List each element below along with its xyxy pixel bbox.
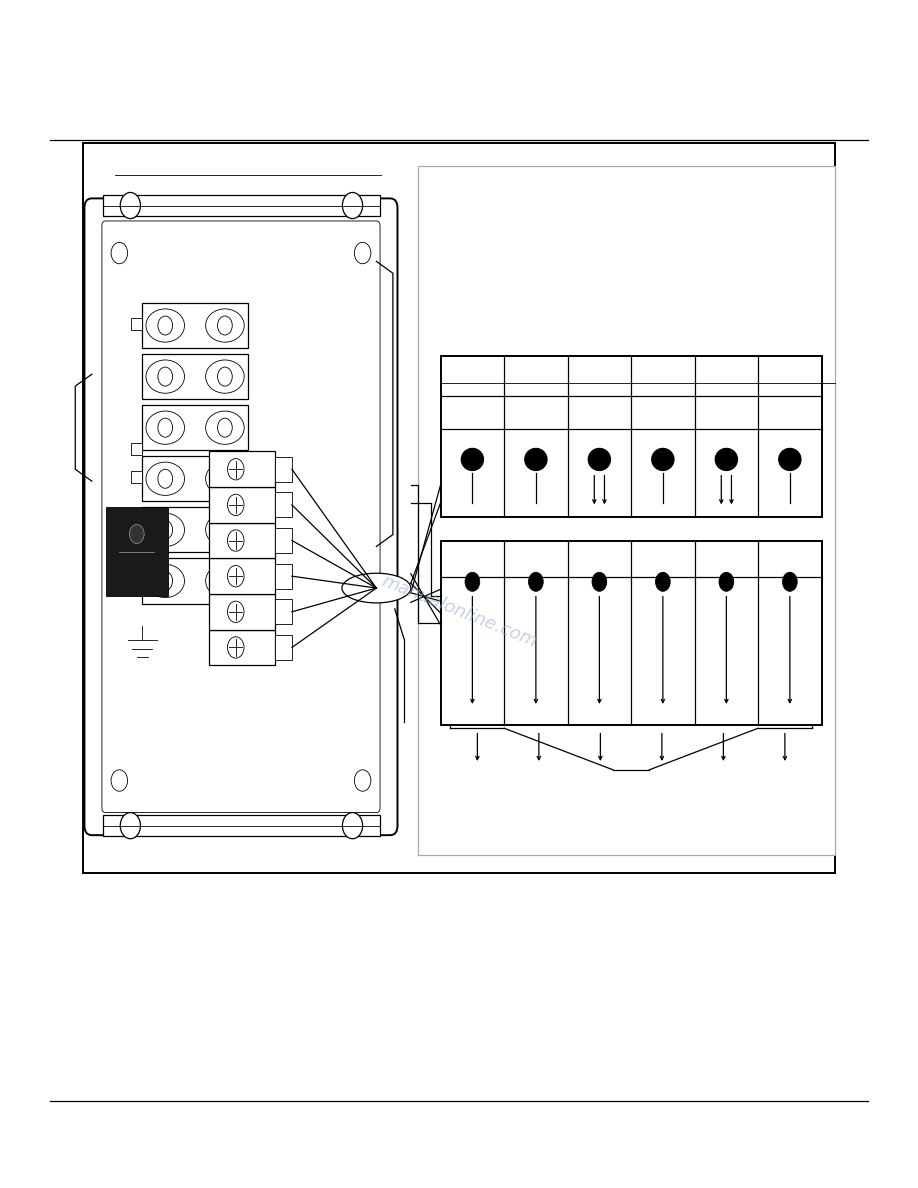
Circle shape	[592, 573, 607, 592]
Bar	[441, 356, 822, 517]
Bar	[131, 472, 142, 484]
Bar	[275, 599, 292, 625]
Circle shape	[158, 316, 173, 335]
Ellipse shape	[206, 564, 244, 598]
Circle shape	[342, 192, 363, 219]
FancyBboxPatch shape	[84, 198, 397, 835]
Circle shape	[218, 571, 232, 590]
Bar	[142, 405, 248, 450]
Bar	[275, 564, 292, 589]
Bar	[142, 456, 248, 501]
Circle shape	[354, 770, 371, 791]
FancyBboxPatch shape	[102, 221, 380, 813]
Circle shape	[529, 573, 543, 592]
Ellipse shape	[525, 448, 547, 470]
Circle shape	[354, 242, 371, 264]
Bar	[441, 541, 822, 725]
Bar	[209, 523, 275, 558]
Circle shape	[228, 459, 244, 480]
Circle shape	[342, 813, 363, 839]
Bar	[209, 451, 275, 487]
Bar	[131, 318, 142, 330]
Ellipse shape	[206, 513, 244, 546]
Bar	[275, 527, 292, 554]
Circle shape	[228, 601, 244, 623]
Circle shape	[228, 565, 244, 587]
Bar	[83, 143, 835, 873]
Ellipse shape	[146, 309, 185, 342]
Ellipse shape	[652, 448, 674, 470]
Bar	[275, 634, 292, 661]
Circle shape	[655, 573, 670, 592]
Circle shape	[158, 469, 173, 488]
Circle shape	[111, 242, 128, 264]
Circle shape	[782, 573, 797, 592]
Circle shape	[129, 525, 144, 544]
Ellipse shape	[146, 360, 185, 393]
Circle shape	[218, 418, 232, 437]
Circle shape	[218, 367, 232, 386]
Circle shape	[218, 520, 232, 539]
Bar	[209, 487, 275, 523]
Bar	[418, 166, 835, 855]
Ellipse shape	[341, 573, 411, 604]
Circle shape	[158, 418, 173, 437]
Circle shape	[228, 530, 244, 551]
Bar	[103, 815, 380, 836]
Bar	[209, 558, 275, 594]
Bar	[142, 558, 248, 604]
Circle shape	[158, 520, 173, 539]
Bar	[142, 354, 248, 399]
Circle shape	[120, 813, 140, 839]
Circle shape	[111, 770, 128, 791]
Circle shape	[158, 367, 173, 386]
Ellipse shape	[206, 309, 244, 342]
Ellipse shape	[715, 448, 737, 470]
Circle shape	[465, 573, 480, 592]
Circle shape	[228, 637, 244, 658]
Ellipse shape	[206, 411, 244, 444]
Ellipse shape	[206, 360, 244, 393]
Circle shape	[228, 494, 244, 516]
Ellipse shape	[778, 448, 801, 470]
Text: manualonline.com: manualonline.com	[378, 573, 540, 651]
Ellipse shape	[146, 462, 185, 495]
Circle shape	[218, 316, 232, 335]
Bar	[275, 493, 292, 518]
Circle shape	[719, 573, 733, 592]
Ellipse shape	[206, 462, 244, 495]
Ellipse shape	[146, 411, 185, 444]
Bar	[106, 507, 168, 596]
Bar	[275, 457, 292, 482]
Bar	[209, 594, 275, 630]
Circle shape	[120, 192, 140, 219]
Bar	[142, 507, 248, 552]
Ellipse shape	[588, 448, 610, 470]
Ellipse shape	[461, 448, 484, 470]
Bar	[209, 630, 275, 665]
Ellipse shape	[146, 513, 185, 546]
Circle shape	[158, 571, 173, 590]
Circle shape	[218, 469, 232, 488]
Bar	[103, 195, 380, 216]
Bar	[131, 443, 142, 455]
Ellipse shape	[146, 564, 185, 598]
Bar	[142, 303, 248, 348]
